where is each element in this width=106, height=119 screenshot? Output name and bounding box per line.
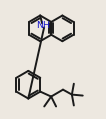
Text: NH: NH	[36, 21, 50, 30]
